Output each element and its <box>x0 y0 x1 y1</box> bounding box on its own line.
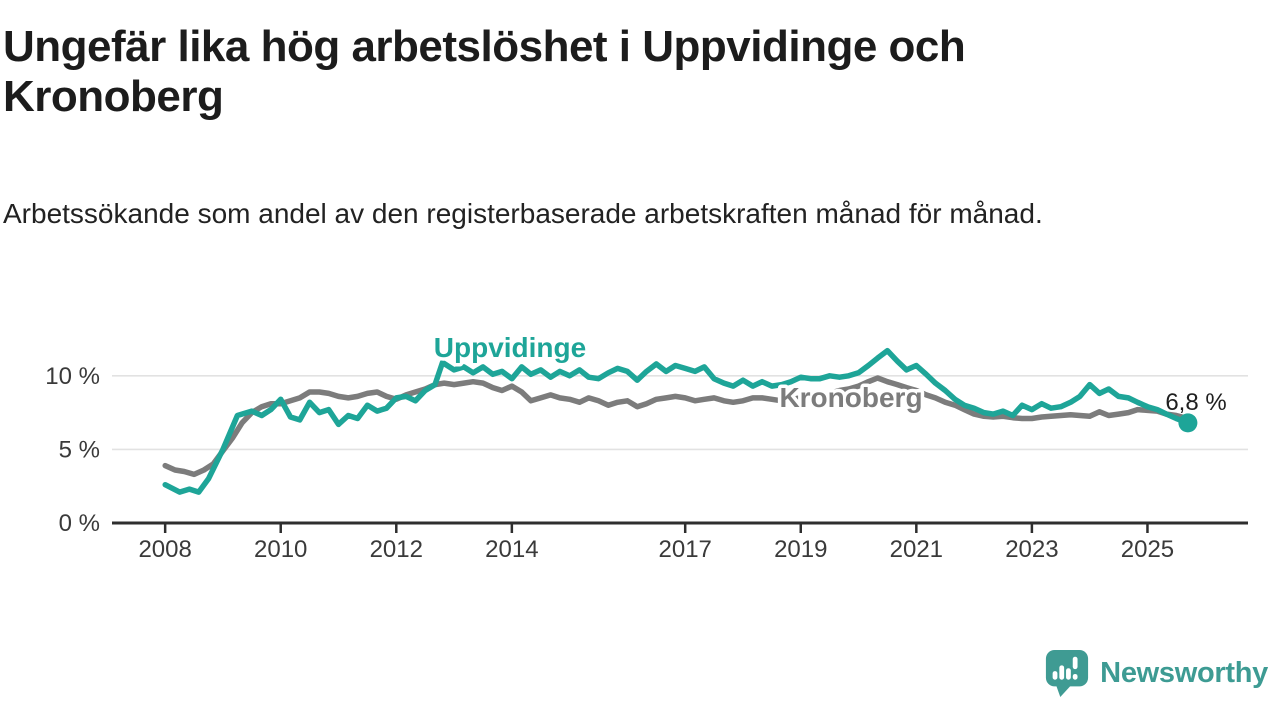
x-axis-label: 2012 <box>370 536 423 563</box>
x-axis-label: 2010 <box>254 536 307 563</box>
x-axis-label: 2023 <box>1005 536 1058 563</box>
newsworthy-wordmark: Newsworthy <box>1100 656 1268 689</box>
x-axis-label: 2025 <box>1121 536 1174 563</box>
series-end-dot <box>1178 413 1198 433</box>
newsworthy-logo: Newsworthy <box>1044 648 1268 698</box>
x-axis-label: 2017 <box>659 536 712 563</box>
x-axis-label: 2021 <box>890 536 943 563</box>
y-axis-label: 10 % <box>45 363 100 390</box>
series-label-uppvidinge: Uppvidinge <box>434 332 586 363</box>
newsworthy-logo-icon <box>1044 648 1090 698</box>
series-label-kronoberg: Kronoberg <box>779 382 922 413</box>
x-axis-label: 2008 <box>138 536 191 563</box>
y-axis-label: 5 % <box>59 436 100 463</box>
series-end-value: 6,8 % <box>1165 389 1226 416</box>
x-axis-label: 2014 <box>485 536 538 563</box>
series-line-kronoberg <box>162 375 1185 478</box>
chart-title: Ungefär lika hög arbetslöshet i Uppvidin… <box>3 22 966 122</box>
series-line-uppvidinge <box>162 347 1191 495</box>
x-axis-label: 2019 <box>774 536 827 563</box>
chart-subtitle: Arbetssökande som andel av den registerb… <box>3 198 1043 229</box>
y-axis-label: 0 % <box>59 510 100 537</box>
